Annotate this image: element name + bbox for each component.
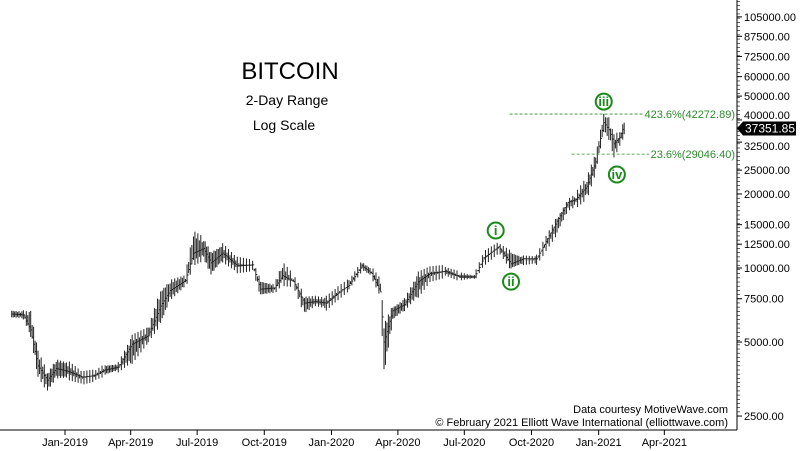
y-tick-label: 127500.00 bbox=[744, 0, 796, 3]
wave-label-i: i bbox=[494, 223, 498, 238]
y-axis: 127500.00 105000.00 87500.00 72500.00 60000.… bbox=[737, 0, 796, 423]
y-tick-label: 15000.00 bbox=[744, 220, 790, 232]
y-tick-label: 87500.00 bbox=[744, 31, 790, 43]
copyright-credit: © February 2021 Elliott Wave Internation… bbox=[435, 417, 728, 429]
chart-subtitle-scale: Log Scale bbox=[253, 117, 315, 133]
y-tick-label: 105000.00 bbox=[744, 12, 796, 24]
x-tick-label: Jul-2020 bbox=[443, 437, 485, 449]
y-tick-label: 60000.00 bbox=[744, 72, 790, 84]
x-tick-label: Jan-2020 bbox=[309, 437, 355, 449]
chart-title: BITCOIN bbox=[241, 58, 338, 85]
x-axis: Jan-2019 Apr-2019 Jul-2019 Oct-2019 Jan-2020… bbox=[42, 430, 687, 449]
last-price-marker: 37351.85 bbox=[737, 121, 796, 136]
wave-label-circle bbox=[486, 221, 505, 240]
y-tick-label: 12500.00 bbox=[744, 239, 790, 251]
y-tick-label: 2500.00 bbox=[744, 411, 784, 423]
price-bars bbox=[11, 113, 625, 391]
x-tick-label: Apr-2021 bbox=[642, 437, 687, 449]
x-tick-label: Jan-2021 bbox=[576, 437, 622, 449]
wave-label-iii: iii bbox=[598, 94, 609, 109]
x-tick-label: Jul-2019 bbox=[176, 437, 218, 449]
fib-level-label: 23.6%(29046.40) bbox=[651, 149, 735, 161]
wave-label-circle bbox=[607, 165, 626, 184]
x-tick-label: Oct-2019 bbox=[242, 437, 287, 449]
y-tick-label: 20000.00 bbox=[744, 189, 790, 201]
chart-subtitle-range: 2-Day Range bbox=[246, 92, 329, 108]
y-tick-label: 72500.00 bbox=[744, 51, 790, 63]
wave-label-circle bbox=[594, 92, 613, 111]
y-tick-label: 25000.00 bbox=[744, 165, 790, 177]
last-price-label: 37351.85 bbox=[745, 122, 795, 136]
x-tick-label: Apr-2020 bbox=[375, 437, 420, 449]
y-tick-label: 32500.00 bbox=[744, 141, 790, 153]
x-tick-label: Apr-2019 bbox=[108, 437, 153, 449]
wave-label-circle bbox=[502, 272, 521, 291]
y-tick-label: 50000.00 bbox=[744, 91, 790, 103]
y-tick-label: 10000.00 bbox=[744, 263, 790, 275]
fibonacci-levels: 423.6%(42272.89) 23.6%(29046.40) bbox=[509, 107, 737, 163]
y-tick-label: 5000.00 bbox=[744, 337, 784, 349]
y-tick-label: 7500.00 bbox=[744, 294, 784, 306]
data-credit: Data courtesy MotiveWave.com bbox=[573, 404, 728, 416]
fib-level-label: 423.6%(42272.89) bbox=[644, 109, 735, 121]
y-tick-label: 40000.00 bbox=[744, 110, 790, 122]
x-tick-label: Oct-2020 bbox=[509, 437, 554, 449]
wave-label-iv: iv bbox=[611, 167, 623, 182]
wave-label-ii: ii bbox=[507, 274, 514, 289]
x-tick-label: Jan-2019 bbox=[42, 437, 88, 449]
